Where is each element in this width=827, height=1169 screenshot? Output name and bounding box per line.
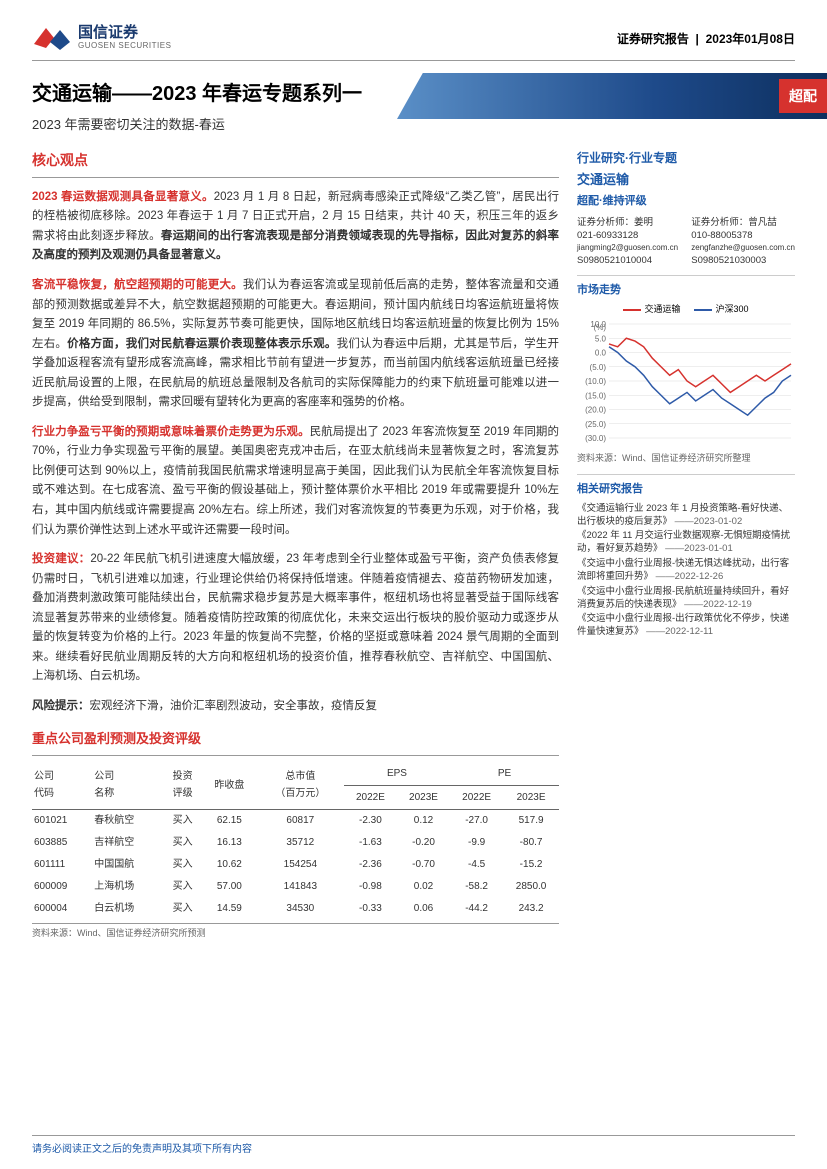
analyst: 证券分析师：姜明021-60933128jiangming2@guosen.co…: [577, 216, 679, 267]
report-item: 《交运中小盘行业周报-出行政策优化不停步，快递件量快速复苏》 ——2022-12…: [577, 613, 795, 639]
table-source: 资料来源：Wind、国信证券经济研究所预测: [32, 923, 559, 941]
svg-text:(30.0): (30.0): [585, 434, 606, 443]
table-row: 601021春秋航空买入62.1560817-2.300.12-27.0517.…: [32, 809, 559, 832]
svg-text:(10.0): (10.0): [585, 377, 606, 386]
paragraph: 行业力争盈亏平衡的预期或意味着票价走势更为乐观。民航局提出了 2023 年客流恢…: [32, 423, 559, 540]
table-head: 重点公司盈利预测及投资评级: [32, 728, 559, 755]
table-row: 601111中国国航买入10.62154254-2.36-0.70-4.5-15…: [32, 854, 559, 876]
title-bar: 超配 交通运输——2023 年春运专题系列一 2023 年需要密切关注的数据-春…: [32, 73, 795, 135]
company-table: 公司代码公司名称投资评级昨收盘总市值（百万元）EPSPE2022E2023E20…: [32, 762, 559, 920]
left-column: 核心观点 2023 春运数据观测具备显著意义。2023 月 1 月 8 日起，新…: [32, 149, 559, 941]
paragraph: 投资建议：20-22 年民航飞机引进速度大幅放缓，23 年考虑到全行业整体或盈亏…: [32, 550, 559, 687]
svg-text:0.0: 0.0: [595, 348, 607, 357]
chart-title: 市场走势: [577, 275, 795, 299]
risk-line: 风险提示：宏观经济下滑，油价汇率剧烈波动，安全事故，疫情反复: [32, 697, 559, 717]
page-header: 国信证券 GUOSEN SECURITIES 证券研究报告 | 2023年01月…: [32, 24, 795, 61]
risk-label: 风险提示：: [32, 700, 90, 712]
svg-text:(15.0): (15.0): [585, 391, 606, 400]
rating-text: 超配·维持评级: [577, 193, 795, 210]
report-item: 《交通运输行业 2023 年 1 月投资策略-看好快递、出行板块的疫后复苏》 —…: [577, 503, 795, 529]
paragraph: 2023 春运数据观测具备显著意义。2023 月 1 月 8 日起，新冠病毒感染…: [32, 188, 559, 266]
market-chart: (%)10.05.00.0(5.0)(10.0)(15.0)(20.0)(25.…: [577, 320, 795, 450]
svg-text:(20.0): (20.0): [585, 405, 606, 414]
logo: 国信证券 GUOSEN SECURITIES: [32, 24, 171, 52]
logo-cn: 国信证券: [78, 25, 171, 42]
report-type: 证券研究报告: [617, 32, 689, 46]
report-item: 《交运中小盘行业周报-快递无惧达峰扰动，出行客流即将重回升势》 ——2022-1…: [577, 558, 795, 584]
svg-text:10.0: 10.0: [590, 320, 606, 329]
analyst-row: 证券分析师：姜明021-60933128jiangming2@guosen.co…: [577, 216, 795, 267]
svg-text:(5.0): (5.0): [590, 363, 607, 372]
footer-disclaimer: 请务必阅读正文之后的免责声明及其项下所有内容: [32, 1135, 795, 1155]
title-main: 交通运输——2023 年春运专题系列一: [32, 73, 795, 106]
category-1: 行业研究·行业专题: [577, 149, 795, 168]
svg-text:(25.0): (25.0): [585, 420, 606, 429]
title-sub: 2023 年需要密切关注的数据-春运: [32, 114, 795, 133]
svg-text:5.0: 5.0: [595, 334, 607, 343]
header-right: 证券研究报告 | 2023年01月08日: [617, 30, 795, 47]
table-row: 600009上海机场买入57.00141843-0.980.02-58.2285…: [32, 876, 559, 898]
chart-legend: 交通运输沪深300: [577, 303, 795, 317]
category-2: 交通运输: [577, 170, 795, 190]
chart-source: 资料来源：Wind、国信证券经济研究所整理: [577, 452, 795, 466]
risk-text: 宏观经济下滑，油价汇率剧烈波动，安全事故，疫情反复: [90, 700, 378, 712]
report-item: 《交运中小盘行业周报-民航航班量持续回升，看好消费复苏后的快递表现》 ——202…: [577, 586, 795, 612]
reports-head: 相关研究报告: [577, 474, 795, 498]
right-column: 行业研究·行业专题 交通运输 超配·维持评级 证券分析师：姜明021-60933…: [577, 149, 795, 941]
logo-icon: [32, 24, 72, 52]
report-date: 2023年01月08日: [706, 32, 795, 46]
analyst: 证券分析师：曾凡喆010-88005378zengfanzhe@guosen.c…: [691, 216, 795, 267]
logo-en: GUOSEN SECURITIES: [78, 42, 171, 51]
paragraph: 客流平稳恢复，航空超预期的可能更大。我们认为春运客流或呈现前低后高的走势，整体客…: [32, 276, 559, 413]
table-row: 600004白云机场买入14.5934530-0.330.06-44.2243.…: [32, 898, 559, 920]
section-head: 核心观点: [32, 149, 559, 178]
report-item: 《2022 年 11 月交运行业数据观察-无惧短期疫情扰动，看好复苏趋势》 ——…: [577, 530, 795, 556]
table-row: 603885吉祥航空买入16.1335712-1.63-0.20-9.9-80.…: [32, 832, 559, 854]
legend-item: 交通运输: [623, 303, 680, 317]
legend-item: 沪深300: [694, 303, 748, 317]
